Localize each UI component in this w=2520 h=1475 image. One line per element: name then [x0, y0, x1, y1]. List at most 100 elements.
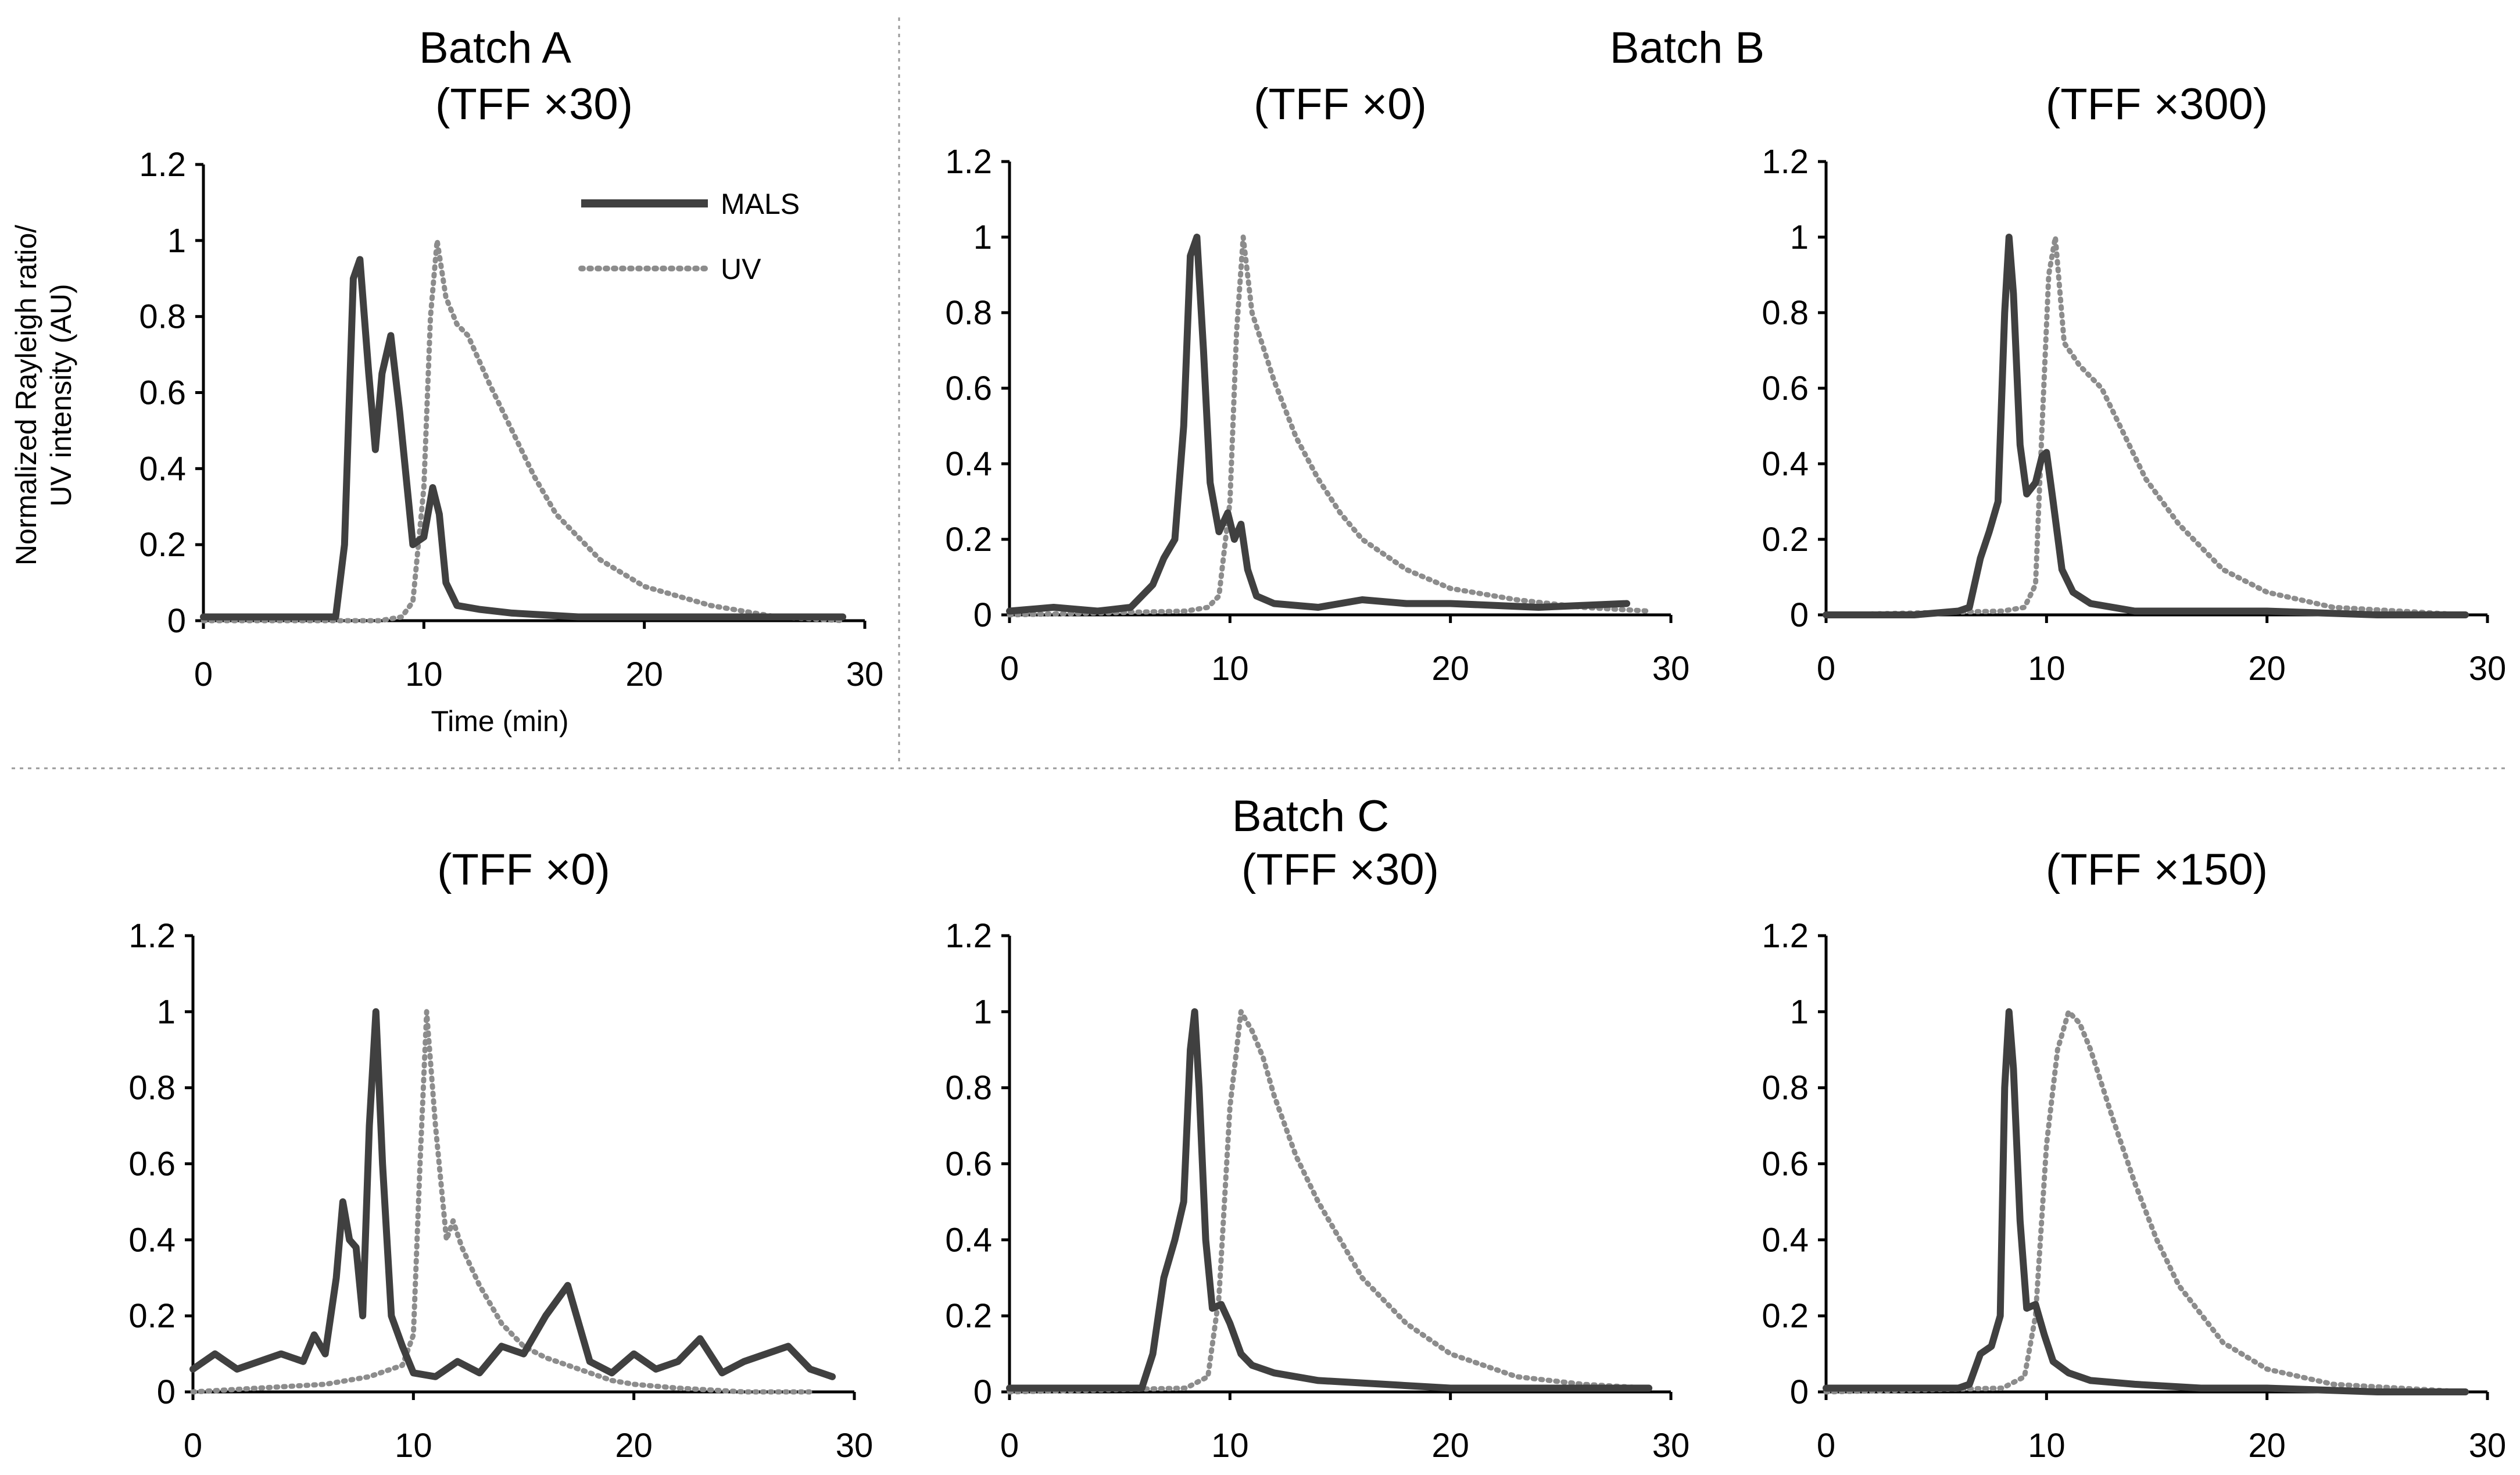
y-tick-label-batch-c-tff-x150: 1.2	[1762, 917, 1809, 955]
mals-line-batch-b-tff-x300	[1823, 234, 2469, 618]
panel-title-batch-c-tff-x0: (TFF ×0)	[437, 845, 610, 894]
legend-mals-label: MALS	[721, 188, 800, 220]
y-tick-label-batch-c-tff-x150: 1	[1790, 993, 1809, 1031]
y-tick-label-batch-a-tff-x30: 0	[167, 602, 186, 640]
uv-line-batch-c-tff-x0	[190, 1009, 813, 1395]
x-tick-label-batch-b-tff-x0: 0	[1000, 650, 1019, 688]
mals-line-batch-a-tff-x30	[200, 256, 847, 621]
uv-line-batch-c-tff-x30	[1007, 1009, 1652, 1395]
x-tick-label-batch-c-tff-x0: 30	[836, 1427, 874, 1465]
x-tick-label-batch-b-tff-x300: 10	[2028, 650, 2066, 688]
y-tick-label-batch-c-tff-x150: 0	[1790, 1373, 1809, 1411]
x-tick-label-batch-c-tff-x30: 20	[1431, 1427, 1469, 1465]
y-tick-label-batch-c-tff-x30: 1.2	[945, 917, 992, 955]
panel-title-batch-c-tff-x150: (TFF ×150)	[2046, 845, 2268, 894]
uv-line-batch-a-tff-x30	[201, 238, 846, 624]
x-tick-label-batch-c-tff-x150: 0	[1817, 1427, 1835, 1465]
x-tick-label-batch-c-tff-x30: 0	[1000, 1427, 1019, 1465]
x-tick-label-batch-b-tff-x300: 30	[2469, 650, 2507, 688]
y-tick-label-batch-c-tff-x30: 0	[973, 1373, 992, 1411]
panel-title-batch-b-tff-x0: (TFF ×0)	[1254, 80, 1427, 129]
panel-batch-c-tff-x30: (TFF ×30) 0 0.2 0.4 0.6 0.8 1 1.2 0 10 20 30	[945, 845, 1689, 1465]
x-tick-label-batch-c-tff-x150: 30	[2469, 1427, 2507, 1465]
y-tick-label-batch-c-tff-x0: 0.4	[128, 1221, 176, 1259]
y-tick-label-batch-a-tff-x30: 1.2	[139, 146, 186, 184]
y-tick-label-batch-c-tff-x0: 0	[157, 1373, 176, 1411]
x-tick-label-batch-a-tff-x30: 20	[625, 656, 663, 693]
group-title-batch-a: Batch A	[419, 23, 571, 73]
y-tick-label-batch-b-tff-x300: 1.2	[1762, 143, 1809, 181]
y-tick-label-batch-c-tff-x0: 0.2	[128, 1297, 176, 1335]
y-tick-label-batch-c-tff-x0: 1.2	[128, 917, 176, 955]
x-tick-label-batch-c-tff-x30: 10	[1211, 1427, 1249, 1465]
uv-line-batch-b-tff-x0	[1007, 234, 1652, 618]
y-tick-label-batch-c-tff-x150: 0.4	[1762, 1221, 1809, 1259]
mals-line-batch-c-tff-x0	[189, 1008, 836, 1380]
y-tick-label-batch-b-tff-x300: 0.6	[1762, 370, 1809, 407]
panel-batch-c-tff-x150: (TFF ×150) 0 0.2 0.4 0.6 0.8 1 1.2 0 10 20 30	[1762, 845, 2506, 1465]
y-tick-label-batch-b-tff-x0: 1	[973, 219, 992, 256]
y-tick-label-batch-b-tff-x0: 0.8	[945, 294, 992, 332]
x-tick-label-batch-b-tff-x300: 20	[2248, 650, 2286, 688]
uv-line-batch-b-tff-x300	[1823, 234, 2468, 618]
group-title-batch-b: Batch B	[1610, 23, 1764, 73]
legend: MALS UV	[578, 188, 800, 285]
mals-line-batch-b-tff-x0	[1006, 234, 1631, 615]
y-tick-label-batch-c-tff-x30: 0.6	[945, 1145, 992, 1183]
panel-title-batch-c-tff-x30: (TFF ×30)	[1241, 845, 1439, 894]
x-tick-label-batch-b-tff-x0: 10	[1211, 650, 1249, 688]
uv-line-batch-c-tff-x150	[1823, 1009, 2468, 1395]
y-tick-label-batch-a-tff-x30: 0.2	[139, 526, 186, 564]
y-tick-label-batch-a-tff-x30: 1	[167, 222, 186, 260]
y-tick-label-batch-b-tff-x0: 0.2	[945, 521, 992, 559]
x-tick-label-batch-a-tff-x30: 0	[194, 656, 213, 693]
x-tick-label-batch-c-tff-x150: 10	[2028, 1427, 2066, 1465]
y-axis-label-line-1: Normalized Rayleigh ratio/	[10, 225, 42, 565]
y-tick-label-batch-c-tff-x150: 0.2	[1762, 1297, 1809, 1335]
mals-line-batch-c-tff-x150	[1823, 1008, 2469, 1395]
y-tick-label-batch-b-tff-x0: 0.4	[945, 445, 992, 483]
y-tick-label-batch-c-tff-x150: 0.8	[1762, 1069, 1809, 1107]
y-tick-label-batch-c-tff-x30: 0.8	[945, 1069, 992, 1107]
x-axis-label: Time (min)	[431, 705, 568, 738]
y-axis-label-line-2: UV intensity (AU)	[45, 284, 77, 506]
y-tick-label-batch-c-tff-x0: 1	[157, 993, 176, 1031]
panel-title-batch-b-tff-x300: (TFF ×300)	[2046, 80, 2268, 129]
x-tick-label-batch-b-tff-x300: 0	[1817, 650, 1835, 688]
y-tick-label-batch-a-tff-x30: 0.6	[139, 374, 186, 412]
y-tick-label-batch-b-tff-x300: 0.4	[1762, 445, 1809, 483]
y-tick-label-batch-a-tff-x30: 0.8	[139, 298, 186, 336]
x-tick-label-batch-c-tff-x30: 30	[1652, 1427, 1690, 1465]
x-tick-label-batch-c-tff-x0: 10	[395, 1427, 432, 1465]
y-tick-label-batch-b-tff-x0: 1.2	[945, 143, 992, 181]
y-tick-label-batch-a-tff-x30: 0.4	[139, 450, 186, 488]
panel-batch-a-tff-x30: (TFF ×30) 0 0.2 0.4 0.6 0.8 1 1.2 0 10 20 30	[139, 80, 883, 693]
x-tick-label-batch-c-tff-x0: 0	[184, 1427, 202, 1465]
y-tick-label-batch-b-tff-x300: 0.8	[1762, 294, 1809, 332]
x-tick-label-batch-b-tff-x0: 30	[1652, 650, 1690, 688]
y-tick-label-batch-c-tff-x30: 1	[973, 993, 992, 1031]
y-axis-label: Normalized Rayleigh ratio/ UV intensity …	[10, 225, 77, 565]
x-tick-label-batch-a-tff-x30: 30	[846, 656, 884, 693]
y-tick-label-batch-b-tff-x0: 0	[973, 596, 992, 634]
panel-batch-b-tff-x300: (TFF ×300) 0 0.2 0.4 0.6 0.8 1 1.2 0 10 20 30	[1762, 80, 2506, 688]
x-tick-label-batch-c-tff-x150: 20	[2248, 1427, 2286, 1465]
x-tick-label-batch-c-tff-x0: 20	[615, 1427, 653, 1465]
y-tick-label-batch-c-tff-x0: 0.8	[128, 1069, 176, 1107]
y-tick-label-batch-c-tff-x30: 0.4	[945, 1221, 992, 1259]
x-tick-label-batch-a-tff-x30: 10	[405, 656, 443, 693]
x-tick-label-batch-b-tff-x0: 20	[1431, 650, 1469, 688]
panel-batch-c-tff-x0: (TFF ×0) 0 0.2 0.4 0.6 0.8 1 1.2 0 10 20 30	[128, 845, 873, 1465]
group-title-batch-c: Batch C	[1232, 792, 1389, 841]
y-tick-label-batch-b-tff-x0: 0.6	[945, 370, 992, 407]
y-tick-label-batch-b-tff-x300: 0	[1790, 596, 1809, 634]
y-tick-label-batch-c-tff-x30: 0.2	[945, 1297, 992, 1335]
y-tick-label-batch-b-tff-x300: 0.2	[1762, 521, 1809, 559]
y-tick-label-batch-b-tff-x300: 1	[1790, 219, 1809, 256]
panel-title-batch-a-tff-x30: (TFF ×30)	[435, 80, 633, 129]
y-tick-label-batch-c-tff-x0: 0.6	[128, 1145, 176, 1183]
panel-batch-b-tff-x0: (TFF ×0) 0 0.2 0.4 0.6 0.8 1 1.2 0 10 20 30	[945, 80, 1689, 688]
mals-line-batch-c-tff-x30	[1006, 1008, 1653, 1392]
legend-uv-label: UV	[721, 253, 761, 285]
